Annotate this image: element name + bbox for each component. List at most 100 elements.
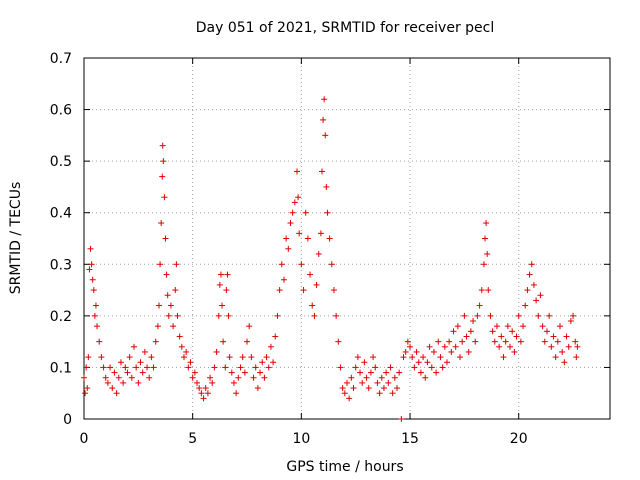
data-point <box>324 209 331 216</box>
data-point <box>294 168 301 175</box>
data-point <box>267 343 274 350</box>
x-tick-label: 10 <box>292 431 310 447</box>
data-point <box>407 343 414 350</box>
data-point <box>130 343 137 350</box>
x-tick-label: 20 <box>510 431 528 447</box>
data-point <box>148 354 155 361</box>
data-point <box>159 173 166 180</box>
data-point <box>483 220 490 227</box>
data-point <box>435 338 442 345</box>
data-point <box>157 261 164 268</box>
data-point <box>165 312 172 319</box>
data-point <box>213 348 220 355</box>
data-point <box>420 354 427 361</box>
data-point <box>383 369 390 376</box>
data-point <box>530 281 537 288</box>
data-point <box>348 374 355 381</box>
data-point <box>172 287 179 294</box>
data-point <box>244 338 251 345</box>
data-point <box>144 364 151 371</box>
data-point <box>113 390 120 397</box>
data-point <box>376 390 383 397</box>
x-axis-label: GPS time / hours <box>286 459 403 475</box>
data-point <box>319 168 326 175</box>
data-point <box>321 96 328 103</box>
data-point <box>283 235 290 242</box>
y-tick-label: 0.2 <box>50 309 72 325</box>
data-point <box>413 348 420 355</box>
y-tick-label: 0.4 <box>50 206 72 222</box>
data-point <box>574 343 581 350</box>
data-point <box>385 379 392 386</box>
data-point <box>484 250 491 257</box>
data-point <box>248 354 255 361</box>
data-point <box>115 374 122 381</box>
data-point <box>241 369 248 376</box>
data-point <box>346 395 353 402</box>
data-point <box>550 333 557 340</box>
data-point <box>164 292 171 299</box>
data-point <box>222 364 229 371</box>
data-point <box>160 158 167 165</box>
chart-title: Day 051 of 2021, SRMTID for receiver pec… <box>196 20 495 36</box>
data-point <box>374 379 381 386</box>
data-point <box>307 271 314 278</box>
data-point <box>573 354 580 361</box>
data-point <box>411 364 418 371</box>
data-point <box>137 359 144 366</box>
data-point <box>502 338 509 345</box>
data-point <box>96 338 103 345</box>
data-point <box>365 385 372 392</box>
data-point <box>216 281 223 288</box>
data-point <box>90 287 97 294</box>
x-tick-label: 15 <box>401 431 419 447</box>
data-point <box>443 359 450 366</box>
data-point <box>426 343 433 350</box>
data-point <box>437 354 444 361</box>
data-point <box>176 333 183 340</box>
y-tick-label: 0.7 <box>50 51 72 67</box>
data-point <box>513 333 520 340</box>
data-point <box>139 369 146 376</box>
data-point <box>291 199 298 206</box>
data-point <box>474 312 481 319</box>
data-point <box>478 287 485 294</box>
data-point <box>152 338 159 345</box>
data-point <box>200 395 207 402</box>
data-point <box>557 323 564 330</box>
data-point <box>81 374 87 381</box>
data-point <box>162 235 169 242</box>
data-point <box>311 312 318 319</box>
data-point <box>261 374 268 381</box>
data-point <box>94 323 101 330</box>
data-point <box>170 323 177 330</box>
data-point <box>330 287 337 294</box>
data-point <box>493 323 500 330</box>
data-point <box>539 323 546 330</box>
data-point <box>459 338 466 345</box>
data-point <box>287 220 294 227</box>
data-point <box>89 276 96 283</box>
data-point <box>363 374 370 381</box>
data-point <box>526 271 533 278</box>
data-point <box>463 333 470 340</box>
data-point <box>415 359 422 366</box>
data-point <box>126 354 133 361</box>
data-point <box>295 194 302 201</box>
data-point <box>548 343 555 350</box>
data-point <box>520 323 527 330</box>
data-point <box>173 261 180 268</box>
y-tick-label: 0.5 <box>50 154 72 170</box>
data-point <box>180 354 187 361</box>
data-point <box>174 312 181 319</box>
data-point <box>85 354 92 361</box>
data-point <box>128 374 135 381</box>
data-point <box>552 354 559 361</box>
data-point <box>500 354 507 361</box>
data-point <box>309 302 316 309</box>
data-point <box>117 359 124 366</box>
data-point <box>233 390 240 397</box>
plot-frame <box>83 57 611 420</box>
data-point <box>485 287 492 294</box>
data-point <box>155 302 162 309</box>
